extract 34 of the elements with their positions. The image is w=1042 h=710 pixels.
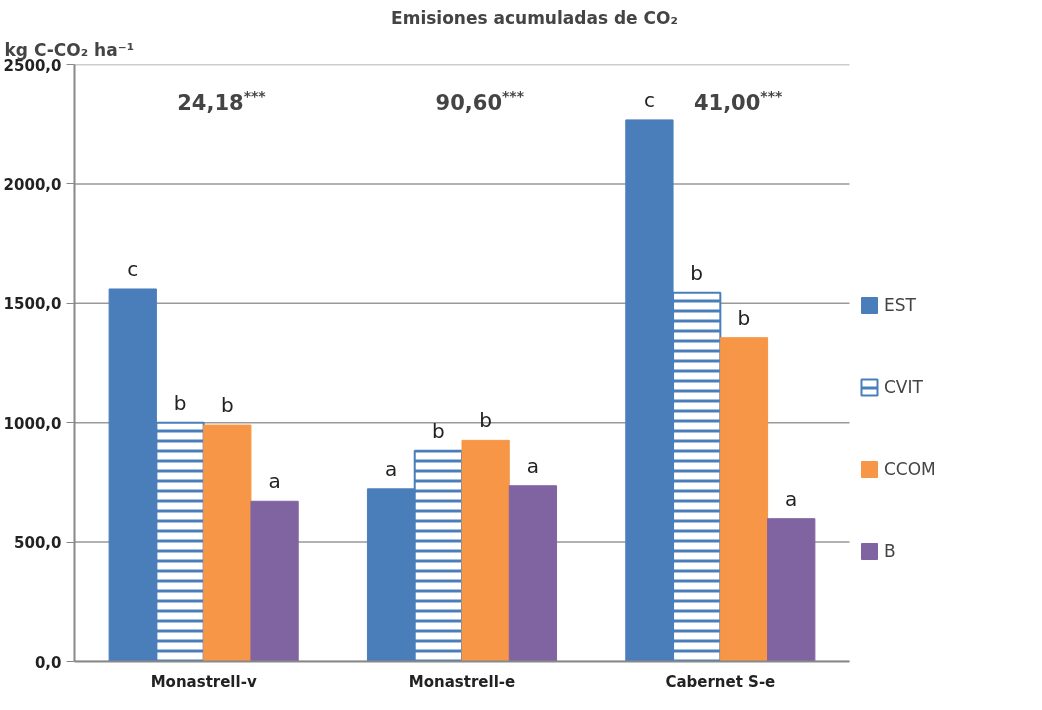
y-tick-label: 1000,0 (3, 414, 62, 433)
data-label: a (785, 486, 798, 511)
data-label: b (173, 390, 187, 415)
bar (719, 337, 769, 662)
annotation: 41,00*** (693, 87, 783, 115)
data-label: a (268, 469, 281, 494)
y-tick-label: 500,0 (14, 534, 62, 553)
annotation: 24,18*** (177, 87, 267, 115)
data-label: c (643, 87, 655, 112)
legend-label: EST (884, 295, 917, 315)
bar (461, 439, 510, 662)
data-label: b (690, 260, 704, 285)
x-tick-label: Monastrell-v (150, 672, 257, 691)
legend-label: B (884, 541, 897, 561)
legend-label: CCOM (884, 459, 937, 479)
y-tick-label: 0,0 (34, 653, 62, 672)
y-tick-label: 1500,0 (3, 295, 62, 314)
data-label: b (220, 393, 234, 418)
bar (203, 424, 252, 662)
x-tick-label: Monastrell-e (408, 672, 516, 691)
legend-label: CVIT (884, 377, 924, 397)
data-label: b (432, 418, 445, 443)
data-label: a (526, 453, 540, 478)
y-tick-label: 2000,0 (3, 175, 62, 194)
data-label: c (127, 256, 139, 281)
chart-title: Emisiones acumuladas de CO₂ (391, 7, 678, 28)
x-tick-label: Cabernet S-e (665, 672, 776, 691)
data-label: a (384, 456, 398, 481)
annotation: 90,60*** (435, 87, 525, 115)
bar (250, 500, 299, 662)
bar (508, 485, 558, 662)
data-label: b (737, 305, 751, 330)
bar (767, 518, 816, 662)
data-label: b (479, 408, 492, 433)
